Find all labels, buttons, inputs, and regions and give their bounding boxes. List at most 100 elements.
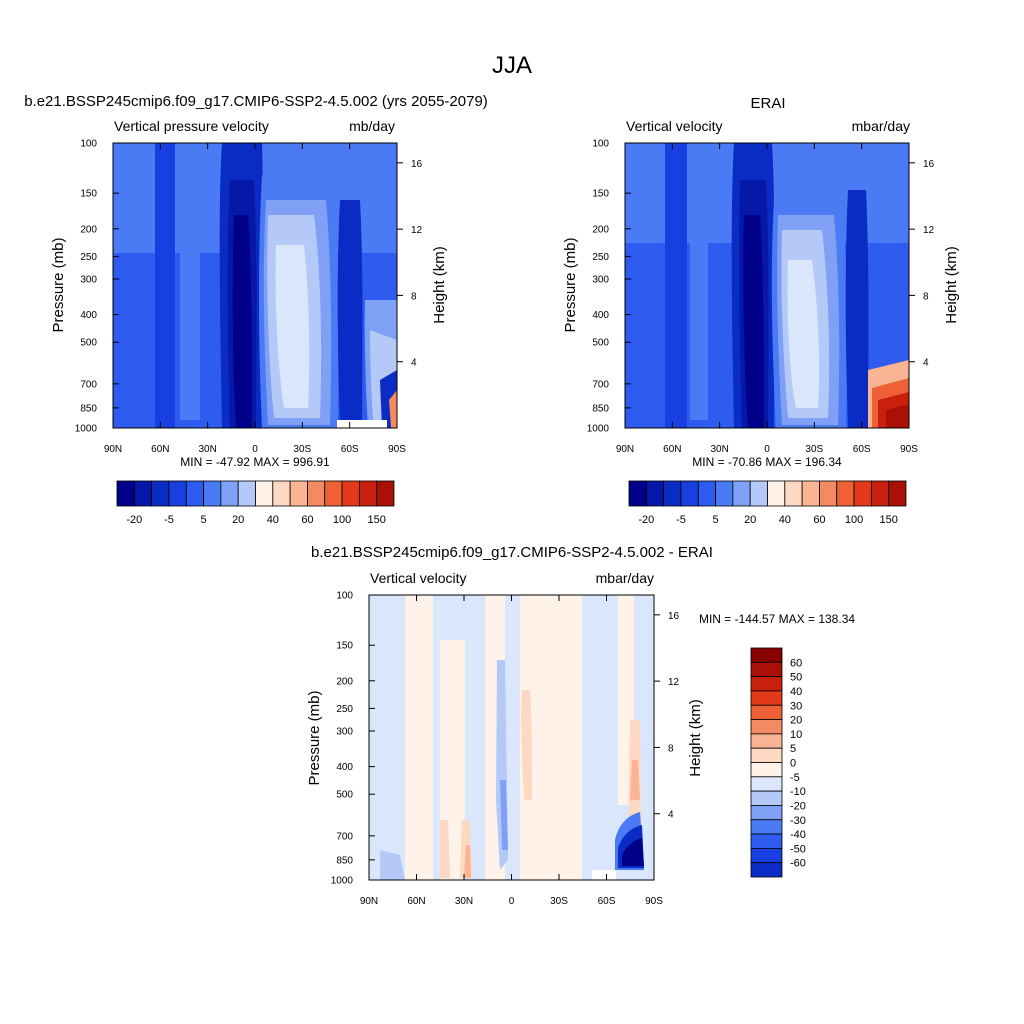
y2-axis-label: Height (km) <box>943 246 960 324</box>
y-tick-label: 700 <box>592 379 609 390</box>
y-tick-label: 200 <box>80 224 97 235</box>
y2-axis-label: Height (km) <box>431 246 448 324</box>
y-tick-label: 250 <box>80 252 97 263</box>
panel-model: b.e21.BSSP245cmip6.f09_g17.CMIP6-SSP2-4.… <box>24 93 488 526</box>
colorbar-box <box>151 480 170 507</box>
colorbar-label: 100 <box>333 514 351 526</box>
x-tick-label: 60S <box>598 896 616 907</box>
plot-field <box>368 594 655 881</box>
panel-difference: b.e21.BSSP245cmip6.f09_g17.CMIP6-SSP2-4.… <box>306 544 855 907</box>
colorbar-label: 30 <box>790 700 802 712</box>
y2-tick-label: 12 <box>923 225 935 236</box>
colorbar-label: 5 <box>713 514 719 526</box>
main-title: JJA <box>492 52 532 79</box>
y2-tick-label: 4 <box>923 358 929 369</box>
x-tick-label: 90N <box>104 444 122 455</box>
colorbar-box <box>307 480 326 507</box>
colorbar-box <box>697 480 716 507</box>
y-tick-label: 500 <box>336 790 353 801</box>
panel-title: b.e21.BSSP245cmip6.f09_g17.CMIP6-SSP2-4.… <box>24 93 488 110</box>
x-tick-label: 0 <box>252 444 258 455</box>
colorbar-label: -20 <box>790 800 806 812</box>
x-tick-label: 60S <box>341 444 359 455</box>
y2-tick-label: 8 <box>923 291 929 302</box>
colorbar-label: 150 <box>880 514 898 526</box>
colorbar-label: -10 <box>790 786 806 798</box>
colorbar-box <box>272 480 291 507</box>
y-axis-label: Pressure (mb) <box>562 237 579 332</box>
colorbar-label: -20 <box>638 514 654 526</box>
colorbar-box <box>750 661 783 678</box>
panel-title: ERAI <box>750 95 785 112</box>
colorbar-box <box>341 480 360 507</box>
x-tick-label: 90S <box>645 896 663 907</box>
y2-tick-label: 4 <box>411 358 417 369</box>
colorbar-box <box>750 647 783 663</box>
colorbar-label: -5 <box>790 772 800 784</box>
left-string: Vertical velocity <box>626 118 722 134</box>
y-tick-label: 100 <box>80 139 97 150</box>
x-tick-label: 90N <box>616 444 634 455</box>
y-tick-label: 850 <box>336 855 353 866</box>
colorbar-box <box>853 480 872 507</box>
colorbar-label: 20 <box>232 514 244 526</box>
y-tick-label: 300 <box>592 274 609 285</box>
y-tick-label: 100 <box>592 139 609 150</box>
colorbar-box <box>715 480 734 507</box>
colorbar-box <box>255 480 274 507</box>
colorbar-box <box>750 790 783 806</box>
colorbar-box <box>888 480 907 507</box>
x-tick-label: 0 <box>509 896 515 907</box>
colorbar-label: 20 <box>790 715 802 727</box>
colorbar-label: 40 <box>790 686 802 698</box>
colorbar-box <box>750 719 783 735</box>
y-tick-label: 300 <box>80 274 97 285</box>
colorbar-box <box>784 480 803 507</box>
colorbar-box <box>628 480 647 507</box>
colorbar-box <box>750 690 783 706</box>
colorbar-label: -5 <box>164 514 174 526</box>
colorbar-box <box>750 862 783 878</box>
y2-tick-label: 16 <box>923 159 935 170</box>
y2-tick-label: 8 <box>668 743 674 754</box>
y2-tick-label: 12 <box>411 225 423 236</box>
right-string: mbar/day <box>596 570 654 586</box>
colorbar-box <box>116 480 135 507</box>
colorbar-box <box>663 480 682 507</box>
x-tick-label: 60N <box>407 896 425 907</box>
y-tick-label: 250 <box>592 252 609 263</box>
panel-erai: ERAI Vertical velocity mbar/day Pressure… <box>562 95 960 526</box>
colorbar-label: -60 <box>790 858 806 870</box>
x-tick-label: 60N <box>663 444 681 455</box>
colorbar-box <box>819 480 838 507</box>
colorbar-box <box>750 847 783 864</box>
colorbar-label: 60 <box>790 657 802 669</box>
colorbar-box <box>324 480 343 507</box>
colorbar-box <box>749 480 768 507</box>
colorbar-label: -20 <box>126 514 142 526</box>
right-string: mb/day <box>349 118 395 134</box>
colorbar-box <box>750 733 783 749</box>
y-tick-label: 1000 <box>75 424 98 435</box>
y-tick-label: 200 <box>592 224 609 235</box>
colorbar-label: -30 <box>790 815 806 827</box>
colorbar-box <box>767 480 786 507</box>
y-tick-label: 1000 <box>331 876 354 887</box>
y-tick-label: 250 <box>336 704 353 715</box>
colorbar-box <box>680 480 699 507</box>
y-tick-label: 1000 <box>587 424 610 435</box>
colorbar-box <box>237 480 256 507</box>
min-max-label: MIN = -47.92 MAX = 996.91 <box>180 455 330 469</box>
colorbar-box <box>376 480 395 507</box>
y-tick-label: 150 <box>336 641 353 652</box>
y-tick-label: 100 <box>336 591 353 602</box>
panel-title: b.e21.BSSP245cmip6.f09_g17.CMIP6-SSP2-4.… <box>311 544 713 561</box>
y-tick-label: 500 <box>80 338 97 349</box>
colorbar-box <box>133 480 153 507</box>
colorbar-label: 60 <box>301 514 313 526</box>
y2-axis-label: Height (km) <box>687 699 704 777</box>
colorbar-box <box>750 676 783 692</box>
x-tick-label: 60N <box>151 444 169 455</box>
colorbar-box <box>870 480 890 507</box>
y-tick-label: 500 <box>592 338 609 349</box>
